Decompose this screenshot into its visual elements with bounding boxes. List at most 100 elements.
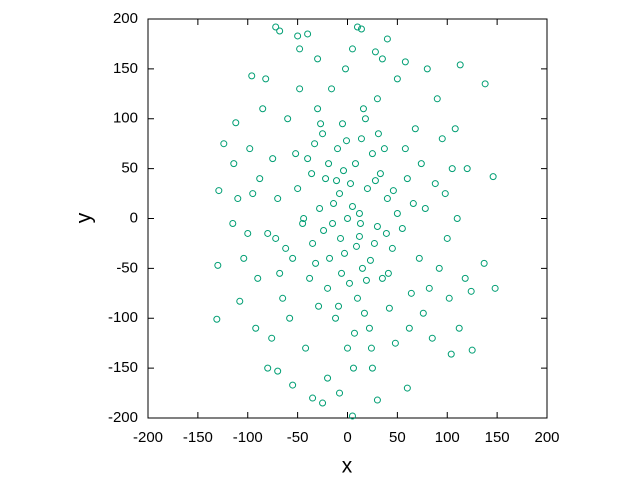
point (269, 155, 277, 163)
point (344, 344, 351, 352)
point (319, 130, 327, 138)
point (336, 190, 344, 198)
point (299, 219, 307, 227)
point (384, 269, 392, 277)
point (240, 254, 248, 262)
point (348, 45, 356, 53)
point (259, 105, 267, 113)
point (491, 284, 499, 292)
point (276, 269, 284, 277)
point (317, 120, 325, 128)
point (338, 269, 346, 277)
point (431, 180, 439, 188)
point (272, 23, 280, 31)
y-tick-label: -50 (116, 259, 138, 276)
point (380, 145, 388, 153)
point (308, 170, 316, 178)
point (262, 75, 270, 83)
point (385, 304, 393, 312)
point (316, 205, 324, 213)
point (349, 364, 357, 372)
point (325, 160, 333, 168)
point (352, 242, 360, 250)
point (294, 32, 302, 40)
x-tick-label: -150 (183, 429, 213, 446)
y-tick-label: 50 (121, 160, 138, 177)
x-tick-label: -100 (233, 429, 263, 446)
point (326, 254, 334, 262)
y-tick-label: 150 (113, 60, 138, 77)
point (401, 145, 409, 153)
point (359, 105, 367, 113)
point (378, 274, 386, 282)
point (370, 239, 378, 247)
point (232, 119, 240, 127)
point (393, 210, 401, 218)
point (337, 234, 345, 242)
point (360, 309, 368, 317)
point (428, 334, 436, 342)
point (403, 175, 411, 183)
x-tick-label: 150 (485, 429, 510, 446)
point (346, 180, 354, 188)
point (328, 85, 336, 93)
point (336, 389, 344, 397)
point (286, 314, 294, 322)
point (361, 115, 369, 123)
point (480, 259, 488, 267)
point (324, 374, 332, 382)
point (334, 145, 342, 153)
point (252, 324, 260, 332)
point (284, 115, 292, 123)
plot-frame (147, 18, 548, 419)
point (405, 324, 413, 332)
point (289, 381, 297, 389)
point (368, 364, 376, 372)
point (335, 302, 343, 310)
point (333, 177, 341, 185)
point (332, 314, 340, 322)
point (403, 384, 411, 392)
point (249, 190, 257, 198)
point (319, 399, 327, 407)
point (445, 294, 453, 302)
point (423, 65, 431, 73)
y-tick-label: 100 (113, 110, 138, 127)
point (274, 367, 282, 375)
y-axis-label: y (73, 212, 96, 223)
point (368, 150, 376, 158)
point (358, 264, 366, 272)
point (268, 334, 276, 342)
point (443, 234, 451, 242)
point (214, 261, 222, 269)
point (322, 175, 330, 183)
point (481, 80, 489, 88)
point (341, 249, 349, 257)
point (356, 219, 364, 227)
point (248, 72, 256, 80)
x-tick-label: -50 (287, 429, 309, 446)
point (415, 254, 423, 262)
point (463, 165, 471, 173)
point (441, 190, 449, 198)
point (315, 302, 323, 310)
point (220, 140, 228, 148)
point (311, 140, 319, 148)
point (229, 219, 237, 227)
y-tick-label: -150 (108, 359, 138, 376)
point (433, 95, 441, 103)
point (355, 232, 363, 240)
point (302, 344, 310, 352)
point (398, 224, 406, 232)
point (438, 135, 446, 143)
point (468, 346, 476, 354)
point (344, 215, 351, 222)
point (389, 187, 397, 195)
point (363, 185, 371, 193)
x-tick-label: 100 (435, 429, 460, 446)
point (345, 279, 353, 287)
point (448, 165, 456, 173)
point (294, 185, 302, 193)
point (306, 274, 314, 282)
point (296, 45, 304, 53)
